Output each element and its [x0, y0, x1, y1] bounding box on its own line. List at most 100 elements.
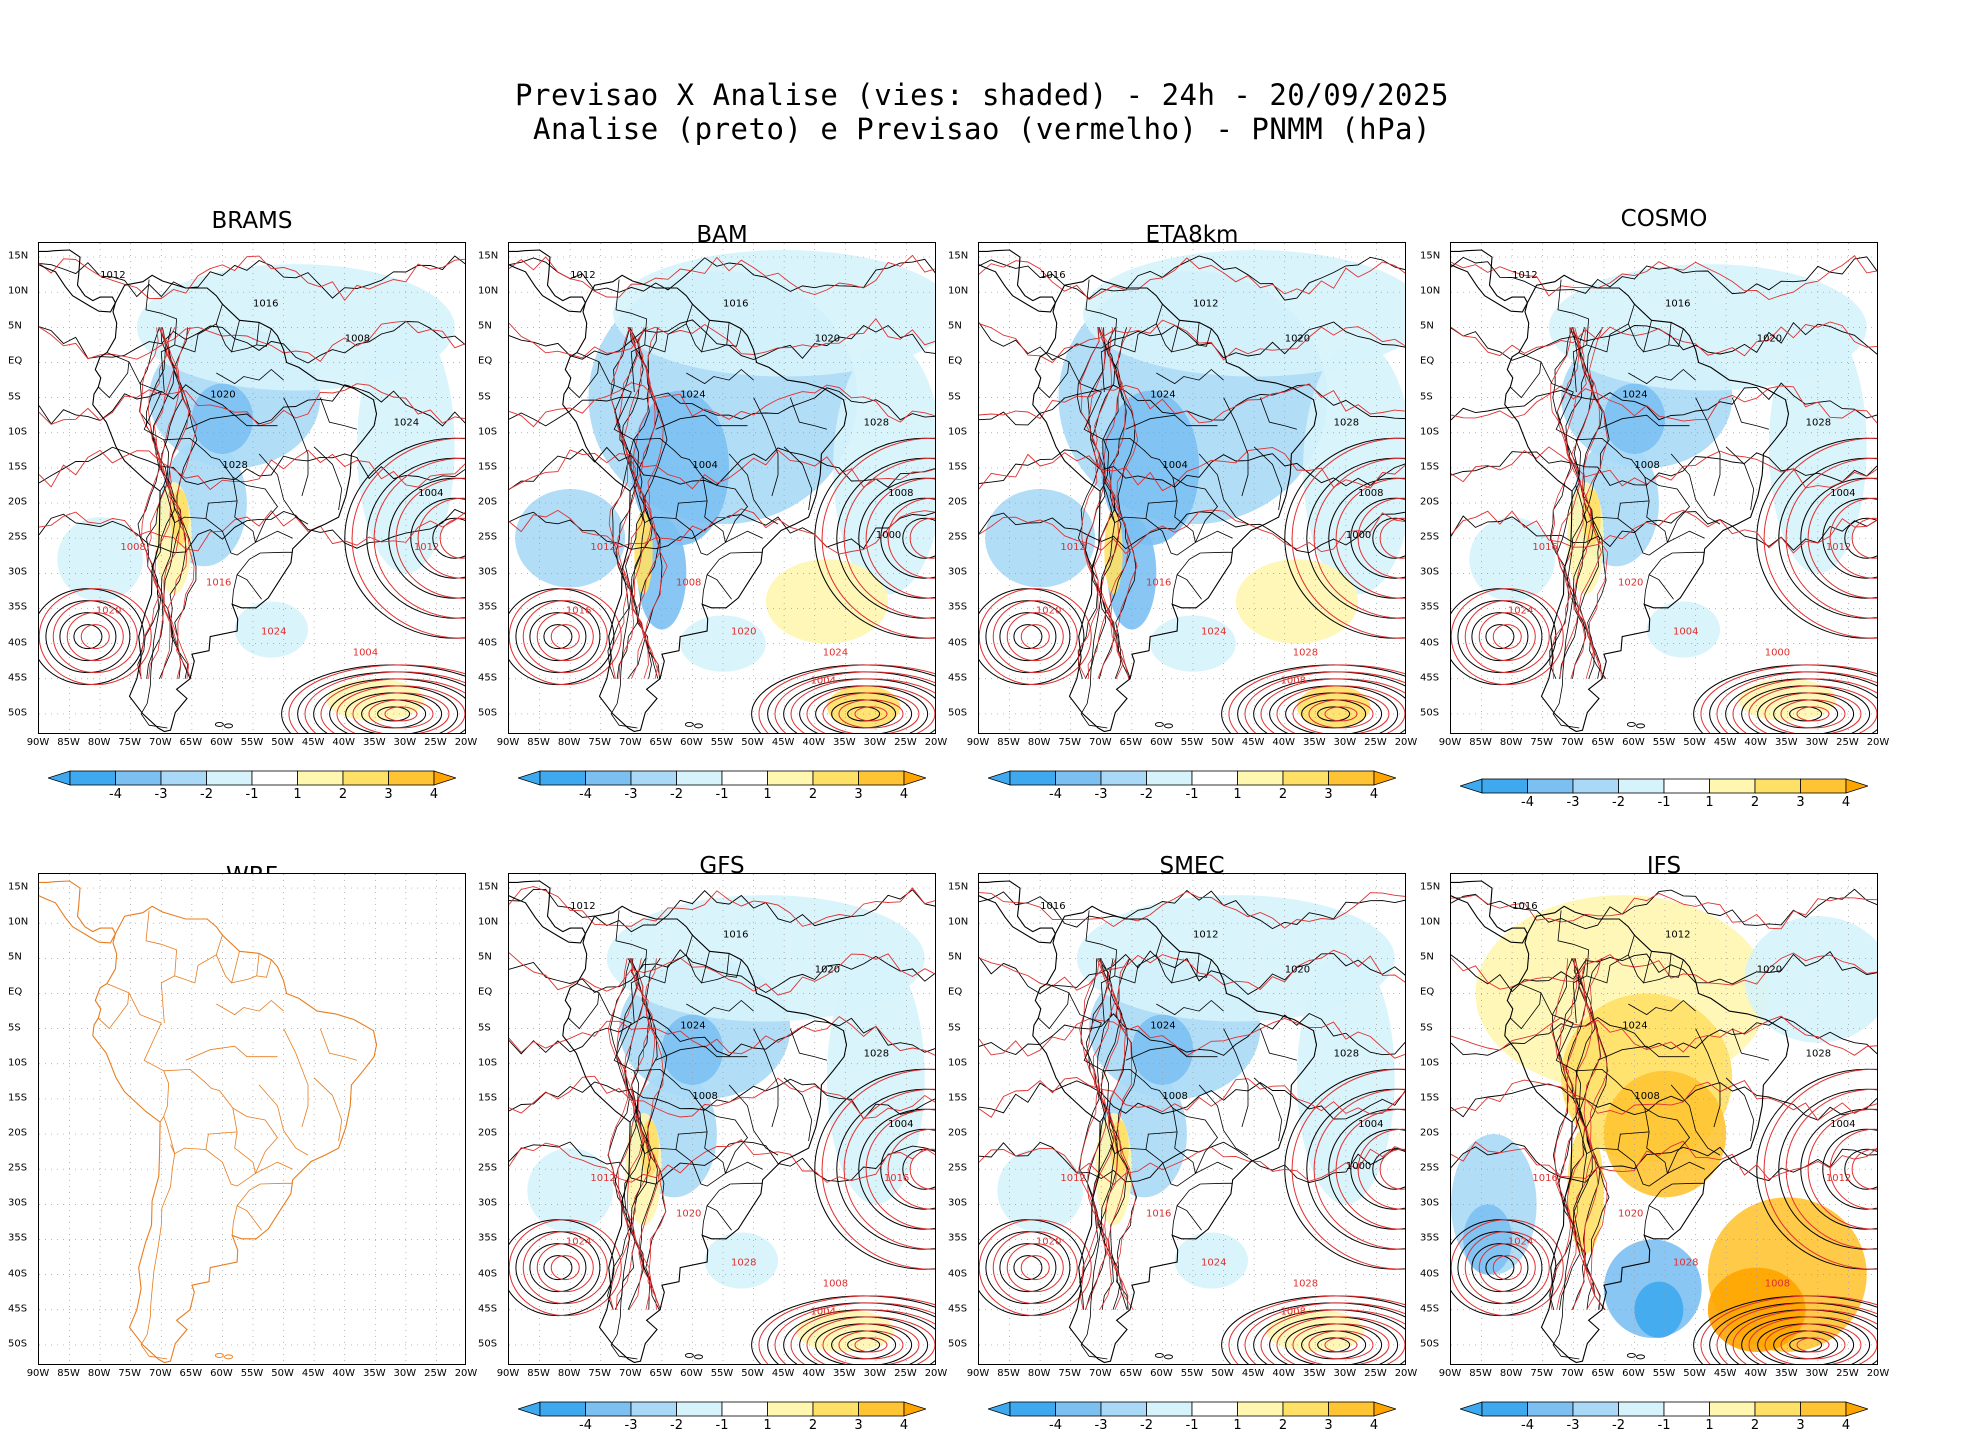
analysis-contour-label: 1012	[1193, 929, 1218, 940]
lon-tick-label: 85W	[57, 1368, 80, 1379]
colorbar-segment	[1282, 770, 1329, 786]
isobar-line	[616, 327, 638, 679]
border-line	[655, 1045, 748, 1061]
forecast-contour-label: 1028	[1293, 1279, 1318, 1290]
colorbar-label: 3	[854, 787, 863, 802]
colorbar-label: -3	[1566, 1418, 1580, 1433]
colorbar-segment	[115, 770, 162, 786]
isobar-line	[1796, 706, 1830, 722]
bias-region	[1744, 916, 1877, 1043]
coastlines	[39, 249, 378, 733]
isobar-line	[167, 327, 191, 679]
border-line	[260, 1182, 293, 1185]
isobar-line	[1451, 385, 1877, 424]
island	[694, 1354, 703, 1360]
border-line	[1540, 992, 1582, 1123]
isobar-line	[1586, 327, 1610, 680]
forecast-contour-label: 1012	[1060, 1173, 1085, 1184]
colorbar-segment	[1100, 1401, 1147, 1417]
bias-region	[1707, 1267, 1806, 1352]
isobar-line	[1556, 327, 1580, 679]
lon-tick-label: 45W	[1713, 737, 1737, 748]
lon-tick-label: 60W	[1622, 737, 1645, 748]
border-line	[1731, 1028, 1770, 1061]
isobar-line	[1451, 1140, 1877, 1180]
lat-tick-label: 5N	[8, 951, 22, 963]
colorbar-label: 3	[854, 1418, 863, 1433]
colorbar-label: 2	[1278, 1418, 1288, 1433]
colorbar-segment	[1237, 1401, 1284, 1417]
border-line	[1145, 500, 1196, 556]
colorbar-extend-high	[903, 770, 926, 786]
isobar-line	[1228, 664, 1405, 733]
isobar-line	[979, 1012, 1405, 1056]
bias-region	[985, 489, 1096, 588]
lon-tick-label: 25W	[1836, 1368, 1859, 1379]
isobar-line	[1807, 1108, 1877, 1230]
lat-tick-label: EQ	[948, 986, 963, 998]
isobar-line	[146, 327, 169, 679]
lat-tick-label: 45S	[948, 672, 968, 684]
colorbar-extend-high	[903, 1401, 926, 1417]
isobar-line	[352, 692, 450, 733]
colorbar-label: 3	[1324, 787, 1333, 802]
isobar-line	[1851, 1148, 1877, 1190]
isobar-line	[1549, 958, 1574, 1310]
colorbar-label: -2	[1612, 1418, 1625, 1433]
colorbar-extend-low	[1460, 778, 1483, 794]
coastline	[562, 905, 848, 1364]
analysis-contour-label: 1020	[1757, 964, 1782, 975]
colorbar	[518, 770, 926, 786]
lon-tick-label: 55W	[240, 737, 264, 748]
lat-tick-label: 5N	[478, 320, 492, 332]
colorbar-segment	[1009, 1401, 1056, 1417]
border-line	[675, 1131, 726, 1187]
colorbar-segment	[1191, 770, 1238, 786]
border-line	[1695, 1028, 1721, 1128]
isobar-line	[509, 588, 622, 686]
lon-tick-label: 55W	[240, 1368, 264, 1379]
border-line	[1200, 551, 1233, 554]
isobar-line	[509, 319, 935, 360]
isobar-line	[1357, 497, 1405, 579]
border-line	[655, 414, 748, 430]
colorbar-extend-low	[988, 770, 1011, 786]
lon-tick-label: 75W	[1530, 737, 1554, 748]
border-line	[1196, 959, 1212, 978]
lat-tick-label: 20S	[478, 496, 498, 508]
isobar-line	[608, 327, 630, 679]
forecast-contour-label: 1024	[261, 627, 286, 638]
lon-tick-label: 75W	[1530, 1368, 1554, 1379]
island	[224, 1354, 233, 1360]
lon-tick-label: 80W	[1027, 1368, 1051, 1379]
lon-tick-label: 40W	[1744, 737, 1768, 748]
analysis-contour-label: 1024	[1622, 390, 1647, 401]
border-line	[256, 959, 272, 978]
lat-tick-label: 5S	[478, 1022, 491, 1034]
coastlines	[1451, 880, 1790, 1364]
analysis-contour-label: 1008	[692, 1091, 717, 1102]
analysis-contour-label: 1024	[1150, 1021, 1175, 1032]
lat-tick-label: 15S	[948, 461, 968, 473]
border-line	[1668, 959, 1684, 978]
isobar-line	[509, 1219, 622, 1317]
isobar-line	[175, 327, 198, 679]
isobar-line	[979, 384, 1405, 426]
lat-tick-label: 45S	[1420, 1303, 1440, 1315]
coastline	[509, 880, 587, 944]
isobar-line	[1451, 321, 1877, 357]
isobars-forecast	[1451, 254, 1877, 733]
lon-tick-label: 60W	[1150, 1368, 1173, 1379]
border-line	[686, 999, 754, 1016]
colorbar-label: -2	[1140, 1418, 1153, 1433]
island	[684, 1353, 694, 1358]
map-panel-wrf	[38, 873, 466, 1365]
isobar-line	[1324, 1337, 1358, 1353]
colorbar-segment	[585, 1401, 632, 1417]
isobar-line	[39, 446, 465, 485]
isobar-line	[1379, 517, 1405, 559]
lat-tick-label: 10S	[478, 1057, 498, 1069]
isobar-line	[1084, 327, 1106, 679]
colorbar-segment	[342, 770, 389, 786]
lon-tick-label: 70W	[1088, 1368, 1112, 1379]
